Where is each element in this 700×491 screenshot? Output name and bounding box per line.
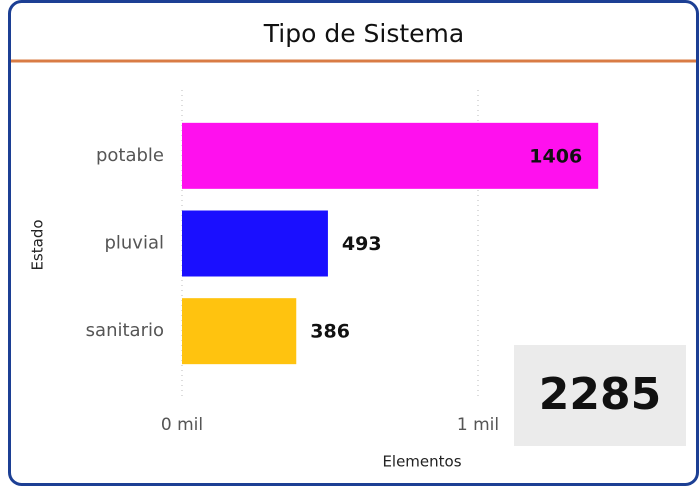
total-value: 2285 (539, 369, 661, 420)
data-label: 1406 (529, 145, 582, 167)
data-label: 493 (342, 233, 382, 255)
bar (182, 210, 328, 277)
x-tick-label: 1 mil (457, 415, 499, 435)
bar (182, 298, 297, 365)
total-card (514, 345, 686, 446)
y-tick-label: pluvial (104, 233, 164, 254)
data-label: 386 (310, 321, 350, 343)
y-tick-label: potable (96, 145, 164, 166)
y-tick-label: sanitario (86, 320, 164, 341)
plot-area: 0 mil 1 mil potable 1406 pluvial 493 sanitario… (86, 90, 599, 435)
chart-title: Tipo de Sistema (263, 19, 464, 48)
x-axis-title: Elementos (382, 453, 461, 471)
bar (182, 122, 599, 189)
x-tick-label: 0 mil (161, 415, 203, 435)
y-axis-title: Estado (29, 219, 47, 270)
